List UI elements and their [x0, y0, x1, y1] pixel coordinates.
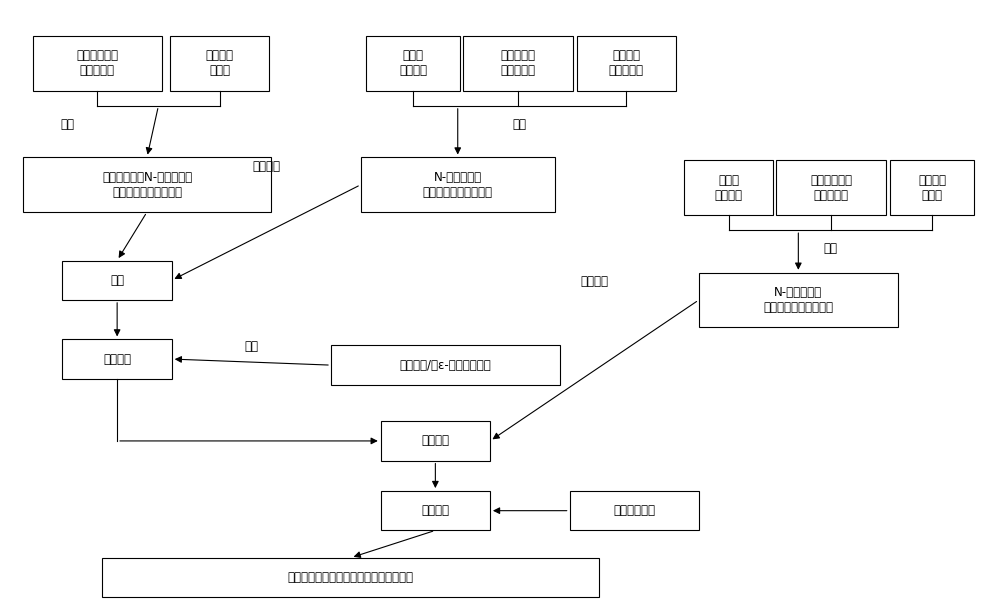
FancyBboxPatch shape	[890, 160, 974, 215]
Text: 载生长因子的
纳米短纤维: 载生长因子的 纳米短纤维	[810, 174, 852, 202]
FancyBboxPatch shape	[102, 558, 599, 597]
FancyBboxPatch shape	[331, 345, 560, 385]
Text: 软骨细胞
悬浮液: 软骨细胞 悬浮液	[206, 50, 234, 78]
FancyBboxPatch shape	[381, 491, 490, 531]
FancyBboxPatch shape	[366, 36, 460, 91]
Text: 覆盖: 覆盖	[244, 340, 258, 354]
Text: 分散: 分散	[823, 242, 837, 255]
FancyBboxPatch shape	[170, 36, 269, 91]
FancyBboxPatch shape	[699, 272, 898, 327]
FancyBboxPatch shape	[776, 160, 886, 215]
Text: 四层复合: 四层复合	[421, 504, 449, 517]
Text: 缓慢注入: 缓慢注入	[580, 275, 608, 288]
Text: 分散: 分散	[60, 118, 74, 130]
FancyBboxPatch shape	[577, 36, 676, 91]
Text: 载生长因子的
纳米短纤维: 载生长因子的 纳米短纤维	[76, 50, 118, 78]
Text: 单层: 单层	[110, 274, 124, 287]
Text: 分散: 分散	[513, 118, 527, 130]
Text: 双层复合: 双层复合	[103, 353, 131, 365]
Text: 多功能化多层一体化组织工程骨软骨支架: 多功能化多层一体化组织工程骨软骨支架	[288, 571, 414, 584]
Text: 氯化钙水溶液: 氯化钙水溶液	[613, 504, 655, 517]
FancyBboxPatch shape	[62, 340, 172, 379]
FancyBboxPatch shape	[463, 36, 573, 91]
FancyBboxPatch shape	[62, 261, 172, 300]
FancyBboxPatch shape	[381, 421, 490, 461]
Text: 三层复合: 三层复合	[421, 435, 449, 447]
Text: 肥大软骨
细胞悬浮液: 肥大软骨 细胞悬浮液	[609, 50, 644, 78]
FancyBboxPatch shape	[23, 157, 271, 212]
Text: 聚乙二醇/聚ε-己内酯多孔膜: 聚乙二醇/聚ε-己内酯多孔膜	[399, 359, 491, 371]
Text: N-琥珀壳聚糖
氧化海藻酸钠复合溶胶: N-琥珀壳聚糖 氧化海藻酸钠复合溶胶	[763, 286, 833, 314]
Text: 缓慢注入: 缓慢注入	[252, 160, 280, 173]
FancyBboxPatch shape	[33, 36, 162, 91]
FancyBboxPatch shape	[361, 157, 555, 212]
Text: 载生长因子的N-琥珀壳聚糖
氧化海藻酸钠复合溶胶: 载生长因子的N-琥珀壳聚糖 氧化海藻酸钠复合溶胶	[102, 171, 192, 199]
FancyBboxPatch shape	[570, 491, 699, 531]
Text: N-琥珀壳聚糖
氧化海藻酸钠复合溶胶: N-琥珀壳聚糖 氧化海藻酸钠复合溶胶	[423, 171, 493, 199]
Text: 成骨细胞
悬浮液: 成骨细胞 悬浮液	[918, 174, 946, 202]
FancyBboxPatch shape	[684, 160, 773, 215]
Text: 微米羟
基磷灰石: 微米羟 基磷灰石	[399, 50, 427, 78]
Text: 纳米羟
基磷灰石: 纳米羟 基磷灰石	[715, 174, 743, 202]
Text: 载生长因子
纳米短纤维: 载生长因子 纳米短纤维	[500, 50, 535, 78]
